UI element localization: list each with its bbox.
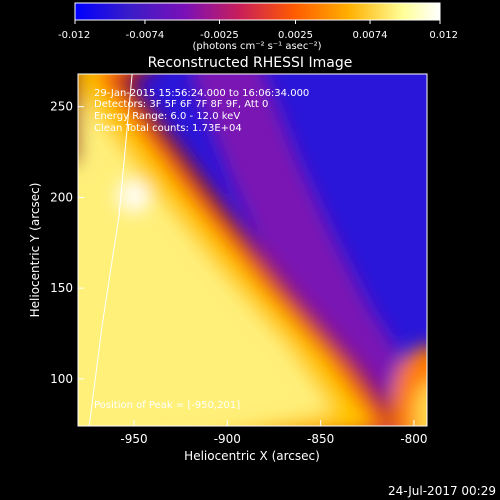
y-tick-label: 150 <box>50 281 73 295</box>
annotation-detectors: Detectors: 3F 5F 6F 7F 8F 9F, Att 0 <box>94 99 268 110</box>
x-axis-label: Heliocentric X (arcsec) <box>184 449 320 463</box>
solar-limb-line <box>88 74 133 426</box>
plot-frame <box>77 73 428 427</box>
x-tick-label: -850 <box>307 432 334 446</box>
colorbar-ticks: -0.012 -0.0074 -0.0025 0.0025 0.0074 0.012 <box>58 20 458 41</box>
heatmap-plot <box>78 74 427 426</box>
colorbar-gradient <box>74 2 441 21</box>
corner-hot-region <box>414 382 427 426</box>
colorbar-tick-label: -0.0074 <box>126 30 165 41</box>
annotation-time-range: 29-Jan-2015 15:56:24.000 to 16:06:34.000 <box>94 88 309 99</box>
y-tick-label: 200 <box>50 190 73 204</box>
y-tick-label: 250 <box>50 100 73 114</box>
colorbar: -0.012 -0.0074 -0.0025 0.0025 0.0074 0.012 (p… <box>58 2 458 52</box>
annotation-energy-range: Energy Range: 6.0 - 12.0 keV <box>94 111 240 122</box>
annotation-total-counts: Clean Total counts: 1.73E+04 <box>94 123 242 134</box>
x-tick-label: -900 <box>214 432 241 446</box>
peak-spot <box>119 181 148 210</box>
colorbar-tick-label: -0.012 <box>58 30 90 41</box>
left-edge-region <box>78 74 80 164</box>
colorbar-tick-label: -0.0025 <box>200 30 239 41</box>
observation-info: 29-Jan-2015 15:56:24.000 to 16:06:34.000… <box>94 88 309 411</box>
purple-channel-band <box>192 74 427 426</box>
y-axis-label: Heliocentric Y (arcsec) <box>28 183 42 318</box>
x-tick-label: -800 <box>400 432 427 446</box>
x-axis-ticks: -950 -900 -850 -800 <box>120 420 428 446</box>
x-tick-label: -950 <box>120 432 147 446</box>
y-tick-label: 100 <box>50 372 73 386</box>
colorbar-label: (photons cm⁻² s⁻¹ asec⁻²) <box>192 41 321 52</box>
colorbar-tick-label: 0.012 <box>429 30 458 41</box>
annotation-peak-position: Position of Peak = [-950,201] <box>94 400 240 411</box>
pale-yellow-region <box>78 74 333 426</box>
y-axis-ticks: 100 150 200 250 <box>50 100 84 386</box>
colorbar-tick-label: 0.0074 <box>353 30 388 41</box>
chart-title: Reconstructed RHESSI Image <box>148 55 353 71</box>
footer-timestamp: 24-Jul-2017 00:29 <box>388 484 496 498</box>
colorbar-tick-label: 0.0025 <box>278 30 313 41</box>
